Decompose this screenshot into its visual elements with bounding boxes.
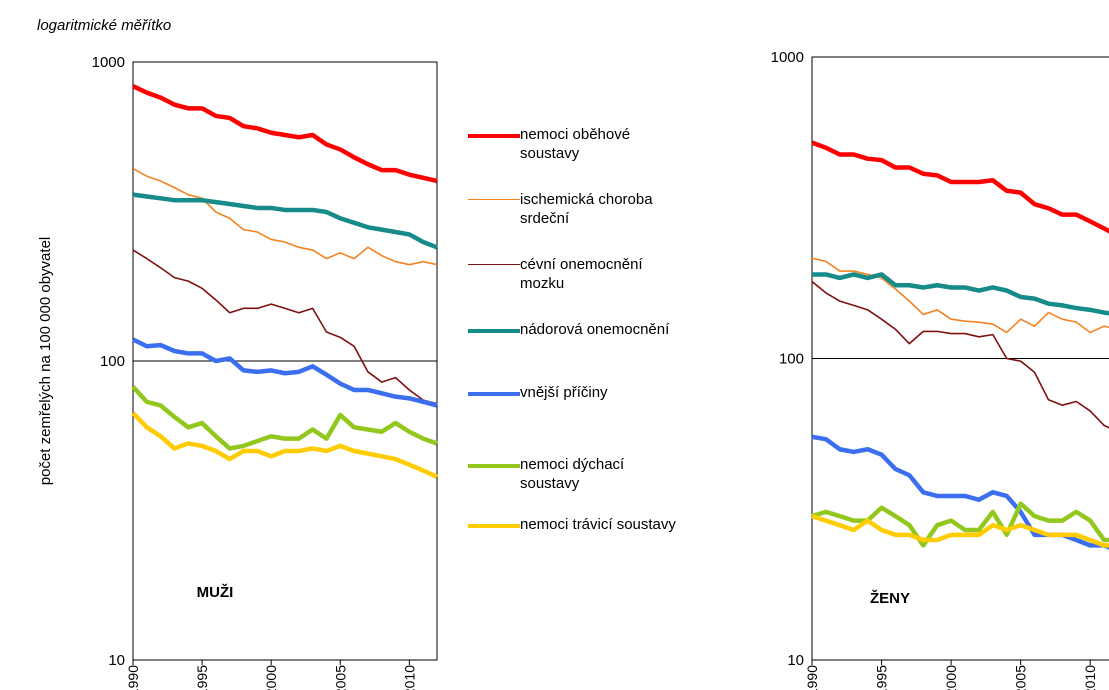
legend-swatch <box>468 134 520 138</box>
x-tick-label: 2010 <box>401 665 417 690</box>
legend-label: nemoci trávicí soustavy <box>520 516 676 533</box>
legend-item: cévní onemocnění mozku <box>468 255 670 293</box>
y-tick-label: 10 <box>108 652 125 669</box>
y-tick-label: 1000 <box>771 49 804 66</box>
series-line <box>812 272 1109 316</box>
plot-frame <box>811 56 1109 661</box>
y-tick-label: 1000 <box>92 54 125 71</box>
x-tick-label: 1995 <box>194 665 210 690</box>
x-tick-label: 2010 <box>1082 665 1098 690</box>
series-line <box>132 249 438 405</box>
legend-swatch <box>468 464 520 468</box>
series-line <box>811 257 1109 334</box>
legend-label: ischemická choroba srdeční <box>520 191 653 227</box>
panel-title: MUŽI <box>197 583 234 601</box>
legend-label: nádorová onemocnění <box>520 321 670 338</box>
series-line <box>811 140 1109 234</box>
y-tick-label: 100 <box>100 353 125 370</box>
series-line <box>811 514 1109 548</box>
legend-label: nemoci dýchací soustavy <box>520 456 625 492</box>
legend-item: nemoci trávicí soustavy <box>468 515 676 534</box>
series-line <box>132 167 438 266</box>
legend-swatch <box>468 329 520 333</box>
y-tick-label: 10 <box>787 652 804 669</box>
series-line <box>132 84 438 184</box>
series-line <box>132 337 438 408</box>
series-line <box>131 411 438 479</box>
series-line <box>811 501 1109 548</box>
legend-swatch <box>468 199 520 200</box>
legend-item: nemoci oběhové soustavy <box>468 125 670 163</box>
panel-title: ŽENY <box>870 589 910 607</box>
x-tick-label: 2005 <box>332 665 348 690</box>
legend-label: vnější příčiny <box>520 384 608 401</box>
y-tick-label: 100 <box>779 351 804 368</box>
series-line <box>811 280 1109 429</box>
x-tick-label: 1990 <box>125 665 141 690</box>
x-tick-label: 2000 <box>263 665 279 690</box>
legend-swatch <box>468 392 520 396</box>
legend-item: nádorová onemocnění <box>468 320 670 339</box>
x-tick-label: 2005 <box>1013 665 1029 690</box>
legend-label: cévní onemocnění mozku <box>520 256 643 292</box>
legend-swatch <box>468 264 520 265</box>
x-tick-label: 1990 <box>804 665 820 690</box>
legend-item: ischemická choroba srdeční <box>468 190 670 228</box>
legend-label: nemoci oběhové soustavy <box>520 126 631 162</box>
series-line <box>131 385 438 451</box>
plot-frame <box>132 61 438 661</box>
legend-swatch <box>468 524 520 528</box>
legend-item: nemoci dýchací soustavy <box>468 455 670 493</box>
y-axis-label: počet zemřelých na 100 000 obyvatel <box>37 237 54 486</box>
x-tick-label: 2000 <box>943 665 959 690</box>
legend-item: vnější příčiny <box>468 383 670 402</box>
series-line <box>132 192 438 250</box>
subtitle: logaritmické měřítko <box>37 17 171 34</box>
x-tick-label: 1995 <box>874 665 890 690</box>
